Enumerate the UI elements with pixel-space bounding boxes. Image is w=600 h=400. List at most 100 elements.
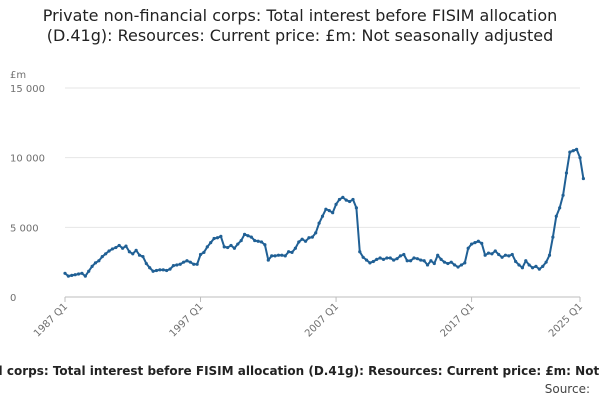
data-point — [456, 265, 460, 269]
data-point — [239, 238, 243, 243]
data-point — [320, 214, 325, 218]
data-point — [293, 246, 297, 250]
data-point — [273, 254, 277, 258]
data-point — [405, 259, 409, 263]
data-point — [188, 260, 192, 264]
data-point — [412, 256, 416, 260]
data-point — [185, 259, 189, 263]
data-point — [463, 261, 467, 265]
data-point — [500, 255, 504, 259]
data-point — [161, 268, 165, 272]
data-point — [165, 268, 169, 273]
data-point — [480, 241, 484, 245]
data-point — [168, 267, 172, 271]
data-point — [551, 235, 555, 239]
data-point — [171, 264, 176, 268]
data-point — [459, 263, 464, 267]
data-point — [524, 259, 528, 263]
data-point — [144, 261, 148, 266]
data-point — [527, 263, 531, 267]
data-point — [178, 262, 182, 266]
data-point — [442, 260, 447, 264]
data-point — [141, 254, 145, 259]
data-point — [110, 247, 115, 251]
series-line-group — [63, 147, 585, 278]
data-point — [331, 211, 335, 215]
data-point — [530, 266, 535, 270]
data-point — [87, 269, 91, 273]
data-point — [283, 254, 287, 258]
data-point — [236, 242, 240, 246]
data-point — [287, 250, 291, 254]
data-point — [466, 246, 470, 250]
data-point — [259, 240, 264, 244]
data-point — [486, 251, 491, 255]
chart-title: Private non-financial corps: Total inter… — [42, 6, 558, 45]
data-point — [378, 256, 382, 260]
series-line — [64, 148, 585, 278]
data-point — [195, 262, 199, 266]
data-point — [276, 253, 281, 257]
data-point — [154, 268, 159, 273]
data-point — [107, 249, 111, 253]
data-point — [97, 259, 101, 263]
data-point — [358, 250, 362, 254]
data-point — [297, 240, 301, 244]
data-point — [209, 241, 213, 245]
data-point — [547, 253, 552, 257]
x-tick-label: 2017 Q1 — [439, 301, 477, 339]
data-point — [83, 274, 87, 278]
data-point — [476, 239, 480, 243]
data-point — [581, 176, 585, 181]
data-point — [375, 257, 379, 261]
data-point — [568, 150, 572, 154]
data-point — [137, 253, 142, 257]
data-point — [212, 236, 216, 241]
x-tick-label: 2007 Q1 — [303, 301, 341, 339]
data-point — [114, 245, 118, 250]
data-point — [334, 202, 338, 206]
data-point — [575, 147, 579, 151]
data-point — [473, 241, 477, 245]
data-point — [419, 258, 423, 262]
data-point — [436, 253, 440, 257]
data-point — [534, 264, 538, 268]
data-point — [280, 253, 284, 257]
data-point — [215, 236, 220, 240]
data-point — [300, 237, 304, 241]
data-point — [202, 250, 206, 255]
data-point — [561, 193, 565, 197]
data-point — [395, 257, 399, 261]
data-point — [385, 256, 389, 260]
data-point — [381, 257, 386, 261]
data-point — [558, 206, 562, 210]
data-point — [327, 209, 331, 213]
data-point — [510, 252, 514, 257]
data-point — [497, 252, 501, 257]
data-point — [324, 207, 328, 211]
data-point — [192, 262, 196, 266]
data-point — [134, 248, 138, 252]
data-point — [246, 234, 250, 238]
y-tick-label: 0 — [10, 293, 16, 304]
data-point — [453, 263, 457, 267]
data-point — [514, 259, 518, 264]
data-point — [517, 263, 521, 267]
data-point — [93, 261, 98, 265]
y-tick-label: 10 000 — [10, 154, 45, 165]
data-point — [314, 231, 318, 235]
data-point — [537, 267, 541, 271]
x-tick-label: 1997 Q1 — [168, 301, 206, 339]
data-point — [564, 171, 569, 175]
data-point — [127, 250, 131, 254]
data-point — [415, 257, 419, 261]
data-point — [348, 199, 352, 204]
data-point — [578, 156, 582, 160]
source-label: Source: — [544, 382, 590, 396]
y-axis-unit: £m — [10, 70, 26, 81]
y-tick-labels: 0 5 000 10 000 15 000 — [10, 84, 45, 304]
data-point — [232, 246, 237, 250]
data-point — [73, 273, 77, 277]
data-point — [63, 271, 67, 275]
